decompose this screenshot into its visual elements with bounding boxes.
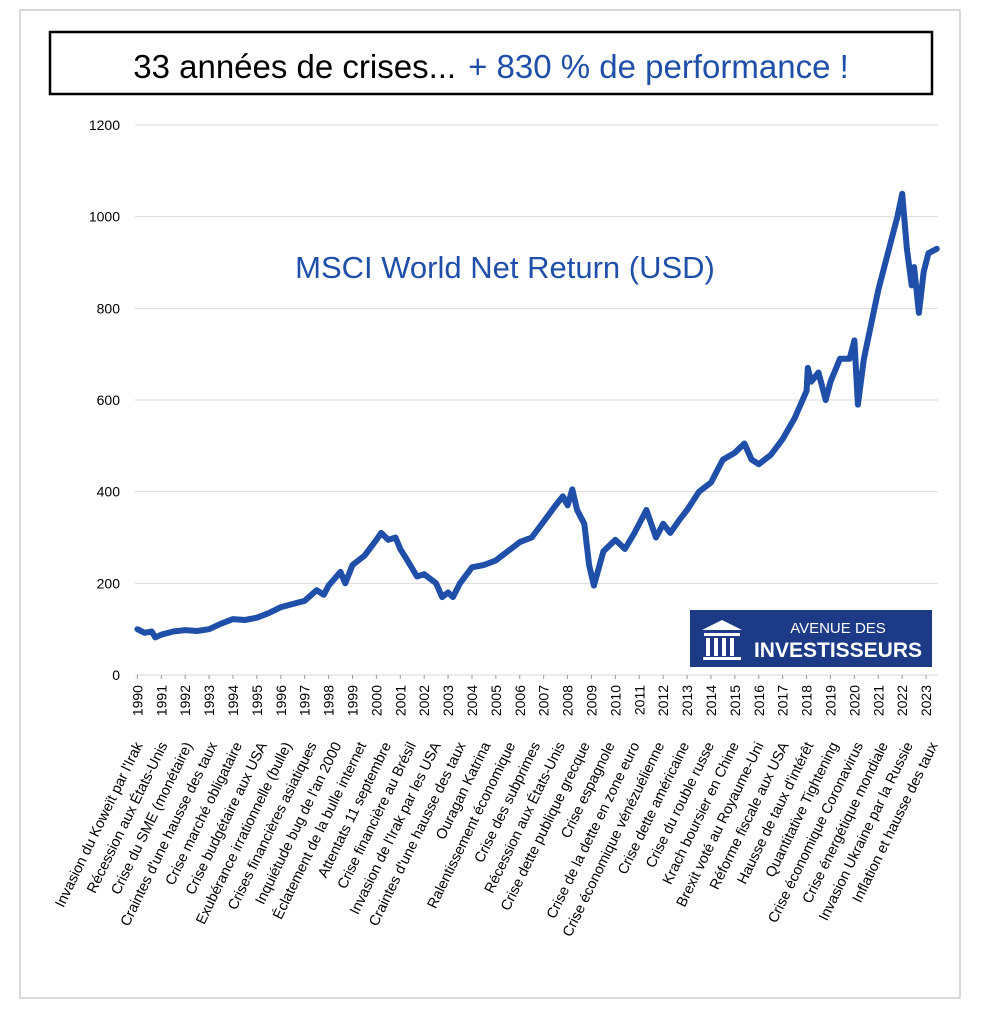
title-box	[48, 30, 934, 96]
y-tick-label: 800	[97, 300, 121, 316]
x-tick-label: 1995	[249, 685, 265, 716]
x-tick-label: 1999	[344, 685, 360, 716]
x-tick-label: 1998	[321, 685, 337, 716]
x-tick-label: 2012	[655, 685, 671, 716]
x-tick-label: 2021	[870, 685, 886, 716]
line	[134, 190, 940, 641]
x-tick-label: 2018	[799, 685, 815, 716]
x-tick-label: 2023	[918, 685, 934, 716]
x-tick-label: 2011	[631, 685, 647, 715]
frame	[19, 9, 961, 999]
x-tick-label: 2008	[560, 685, 576, 716]
x-tick-label: 1996	[273, 685, 289, 716]
x-tick-label: 1991	[153, 685, 169, 716]
x-tick-label: 2020	[846, 685, 862, 716]
x-tick-label: 2010	[607, 685, 623, 716]
y-tick-label: 1000	[89, 209, 120, 225]
x-tick-label: 2006	[512, 685, 528, 716]
title-part: + 830 % de performance !	[468, 48, 849, 85]
logo: AVENUE DES INVESTISSEURS	[690, 610, 932, 667]
x-tick-label: 2002	[416, 685, 432, 716]
y-tick-label: 200	[97, 575, 121, 591]
x-tick-label: 2016	[751, 685, 767, 716]
x-tick-label: 2001	[392, 685, 408, 716]
x-tick-label: 2003	[440, 685, 456, 716]
x-tick-label: 2019	[822, 685, 838, 716]
x-tick-label: 2017	[775, 685, 791, 716]
y-tick-label: 1200	[89, 117, 120, 133]
y-tick-label: 600	[97, 392, 121, 408]
x-tick-label: 2014	[703, 685, 719, 716]
x-tick-label: 2000	[368, 685, 384, 716]
logo-text: INVESTISSEURS	[754, 639, 922, 662]
y-tick-label: 0	[112, 667, 120, 683]
x-tick-label: 2013	[679, 685, 695, 716]
y-tick-label: 400	[97, 484, 121, 500]
logo-icon	[702, 620, 742, 660]
x-tick-label: 2007	[536, 685, 552, 716]
x-tick-label: 2022	[894, 685, 910, 716]
x-tick-label: 1993	[201, 685, 217, 716]
chart-title: 33 années de crises... + 830 % de perform…	[133, 48, 849, 85]
x-tick-label: 1997	[297, 685, 313, 716]
series-label: MSCI World Net Return (USD)	[295, 250, 715, 285]
logo-text: AVENUE DES	[790, 620, 886, 637]
x-tick-label: 1990	[129, 685, 145, 716]
x-tick-label: 2005	[488, 685, 504, 716]
x-tick-label: 2015	[727, 685, 743, 716]
x-tick-label: 2004	[464, 685, 480, 716]
x-tick-label: 2009	[583, 685, 599, 716]
x-tick-label: 1994	[225, 685, 241, 716]
title-part: 33 années de crises...	[133, 48, 456, 85]
x-tick-label: 1992	[177, 685, 193, 716]
